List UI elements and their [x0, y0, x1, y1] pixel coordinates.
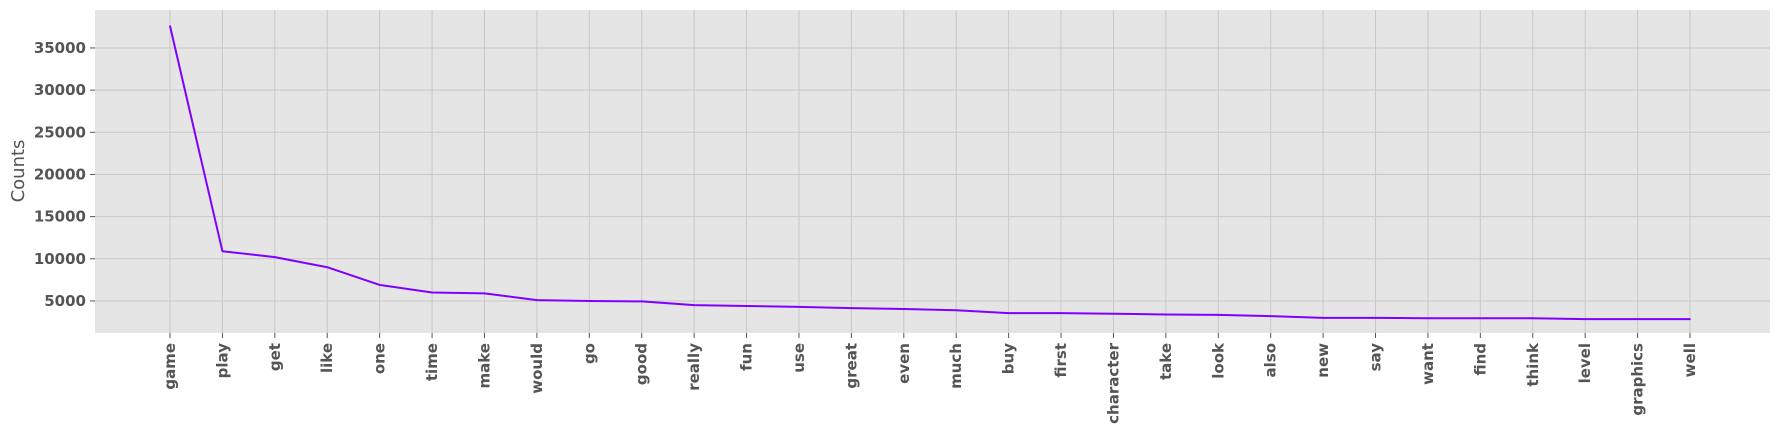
data-point [955, 309, 958, 312]
data-point [483, 292, 486, 295]
data-point [1584, 318, 1586, 320]
data-point [1479, 317, 1482, 320]
data-point [169, 25, 171, 27]
x-tick-label: look [1209, 342, 1227, 379]
x-tick-label: even [895, 343, 913, 384]
y-axis-ticks: 5000 10000 15000 20000 25000 30000 35000 [34, 39, 95, 310]
data-point [1217, 314, 1220, 316]
x-tick-label: graphics [1629, 343, 1647, 416]
x-tick-label: character [1104, 342, 1122, 423]
data-point [1165, 313, 1167, 316]
x-tick-label: game [161, 343, 179, 390]
x-tick-label: find [1471, 343, 1489, 376]
y-tick-label: 5000 [44, 292, 86, 310]
data-point [693, 304, 695, 306]
x-tick-label: time [423, 343, 441, 381]
data-point [1427, 317, 1429, 320]
plot-background [95, 10, 1770, 333]
x-tick-label: fun [738, 343, 756, 371]
y-tick-label: 35000 [34, 39, 86, 57]
data-point [640, 300, 643, 303]
data-point [798, 306, 800, 308]
data-point [221, 250, 224, 252]
data-point [1007, 312, 1010, 314]
data-point [326, 266, 329, 269]
y-axis-title: Counts [8, 140, 29, 203]
data-point [1531, 317, 1534, 320]
x-tick-label: say [1367, 343, 1385, 372]
x-tick-label: good [633, 343, 651, 385]
x-tick-label: want [1419, 343, 1437, 385]
x-tick-label: make [475, 343, 493, 389]
x-tick-label: get [266, 343, 284, 371]
data-point [536, 299, 538, 301]
data-point [902, 308, 905, 310]
data-point [850, 307, 853, 309]
x-tick-label: first [1052, 343, 1070, 378]
x-tick-label: would [528, 343, 546, 394]
data-point [1322, 317, 1324, 319]
x-axis-ticks: game play get like one time make would go good rea… [161, 333, 1699, 424]
data-point [1689, 318, 1691, 320]
data-point [588, 300, 591, 302]
data-point [1636, 318, 1639, 320]
data-point [1374, 317, 1377, 319]
x-tick-label: great [842, 343, 860, 389]
x-tick-label: also [1262, 343, 1280, 378]
x-tick-label: one [371, 343, 389, 374]
series-lines [169, 25, 1691, 321]
y-tick-label: 10000 [34, 250, 86, 268]
x-tick-label: like [318, 343, 336, 373]
x-tick-label: well [1681, 343, 1699, 377]
x-tick-label: play [213, 343, 231, 379]
data-point [431, 291, 433, 294]
data-point [274, 256, 276, 258]
data-point [745, 305, 748, 307]
x-tick-label: take [1157, 343, 1175, 380]
x-tick-label: think [1524, 342, 1542, 387]
data-point [1060, 312, 1062, 314]
x-tick-label: really [685, 343, 703, 391]
grid-lines [95, 10, 1770, 333]
x-tick-label: level [1576, 343, 1594, 383]
y-tick-label: 25000 [34, 123, 86, 141]
x-tick-label: use [790, 343, 808, 373]
y-tick-label: 15000 [34, 208, 86, 226]
y-tick-label: 20000 [34, 165, 86, 183]
data-point [1112, 312, 1115, 315]
x-tick-label: go [580, 343, 598, 364]
y-tick-label: 30000 [34, 81, 86, 99]
x-tick-label: much [947, 343, 965, 389]
x-tick-label: buy [1000, 343, 1018, 374]
series-line [169, 25, 1690, 321]
data-point [378, 284, 381, 286]
data-point [1269, 315, 1272, 317]
x-tick-label: new [1314, 343, 1332, 378]
